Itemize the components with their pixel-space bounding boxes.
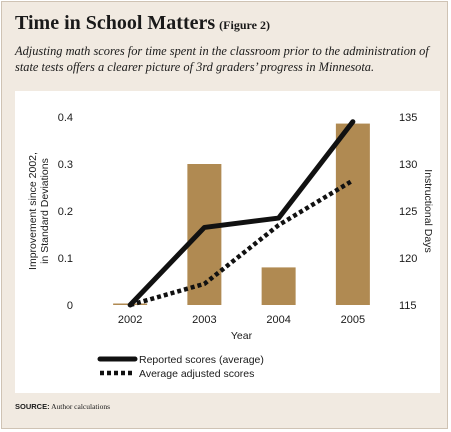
y-left-tick-label: 0.4	[58, 112, 73, 124]
y-right-tick-label: 130	[399, 159, 417, 171]
legend-label-2: Average adjusted scores	[139, 368, 254, 380]
legend-label-1: Reported scores (average)	[139, 354, 264, 366]
figure-label: (Figure 2)	[219, 18, 270, 32]
figure-subtitle: Adjusting math scores for time spent in …	[15, 44, 429, 74]
y-left-axis-title-line: Improvement since 2002,	[27, 152, 39, 270]
y-left-tick-label: 0.1	[58, 253, 73, 265]
x-tick-label: 2005	[341, 314, 365, 326]
x-axis-title: Year	[231, 330, 253, 342]
chart-area: 0 0.1 0.2 0.3 0.4 115 120 125 130 135 2002 2003 2004…	[15, 91, 440, 393]
x-tick-label: 2004	[266, 314, 290, 326]
y-left-axis-title-line: in Standard Deviations	[39, 158, 51, 264]
series-line-2	[129, 178, 355, 308]
series-line-1	[127, 119, 356, 308]
y-left-tick-label: 0.2	[58, 206, 73, 218]
y-right-tick-label: 120	[399, 253, 417, 265]
source-text: Author calculations	[51, 402, 111, 411]
bar-2005	[335, 123, 370, 305]
y-right-tick-label: 135	[399, 112, 417, 124]
y-left-axis-title: Improvement since 2002,in Standard Devia…	[27, 152, 51, 270]
source-label: SOURCE:	[15, 402, 50, 411]
y-right-tick-label: 125	[399, 206, 417, 218]
y-left-tick-label: 0.3	[58, 159, 73, 171]
y-right-tick-label: 115	[399, 300, 417, 312]
y-right-axis-title: Instructional Days	[422, 169, 434, 252]
source-note: SOURCE: Author calculations	[15, 402, 110, 411]
title-text: Time in School Matters	[15, 12, 216, 34]
bar-2004	[261, 267, 296, 305]
x-tick-label: 2002	[118, 314, 142, 326]
figure-title: Time in School Matters (Figure 2)	[15, 12, 270, 35]
y-left-tick-label: 0	[67, 300, 73, 312]
x-tick-label: 2003	[192, 314, 216, 326]
chart-svg: 0 0.1 0.2 0.3 0.4 115 120 125 130 135 2002 2003 2004…	[27, 112, 434, 380]
